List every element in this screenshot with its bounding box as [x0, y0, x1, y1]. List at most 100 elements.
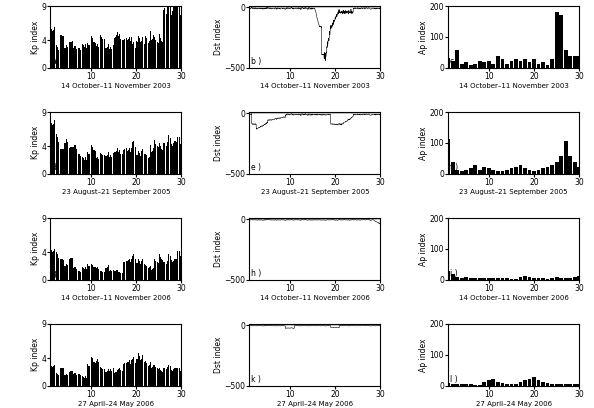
Bar: [527, 62, 532, 68]
Bar: [536, 64, 541, 68]
Bar: [555, 12, 558, 68]
Bar: [564, 384, 567, 386]
Y-axis label: Ap index: Ap index: [419, 20, 428, 54]
Text: a ): a ): [52, 58, 62, 67]
Bar: [446, 271, 450, 279]
Bar: [491, 170, 495, 174]
Bar: [532, 377, 536, 386]
Bar: [482, 382, 486, 386]
Bar: [456, 384, 459, 386]
X-axis label: 14 October–11 November 2003: 14 October–11 November 2003: [61, 83, 171, 89]
Bar: [469, 278, 473, 279]
Text: g ): g ): [52, 269, 62, 278]
Bar: [487, 380, 491, 386]
Bar: [469, 65, 473, 68]
Bar: [501, 171, 504, 174]
Bar: [536, 278, 541, 279]
Bar: [555, 162, 558, 174]
Bar: [496, 171, 500, 174]
Bar: [550, 384, 554, 386]
Bar: [487, 61, 491, 68]
Bar: [496, 382, 500, 386]
X-axis label: 27 April–24 May 2006: 27 April–24 May 2006: [78, 401, 154, 407]
X-axis label: 14 October–11 November 2003: 14 October–11 November 2003: [260, 83, 369, 89]
Bar: [527, 379, 532, 386]
Bar: [523, 168, 527, 174]
X-axis label: 27 April–24 May 2006: 27 April–24 May 2006: [277, 401, 353, 407]
Bar: [460, 64, 464, 68]
Text: f ): f ): [450, 164, 458, 173]
Bar: [501, 278, 504, 279]
Bar: [451, 162, 455, 174]
Y-axis label: Kp index: Kp index: [31, 232, 40, 266]
Bar: [519, 382, 522, 386]
Text: k ): k ): [251, 375, 261, 384]
Bar: [550, 60, 554, 68]
Bar: [451, 384, 455, 386]
Bar: [555, 277, 558, 279]
Bar: [568, 278, 572, 279]
Bar: [473, 385, 478, 386]
Bar: [510, 168, 513, 174]
Bar: [536, 170, 541, 174]
Bar: [501, 60, 504, 68]
Text: c ): c ): [450, 58, 459, 67]
Bar: [491, 64, 495, 68]
Bar: [465, 384, 468, 386]
Bar: [446, 383, 450, 386]
Bar: [478, 170, 482, 174]
Bar: [536, 380, 541, 386]
X-axis label: 14 October–11 November 2006: 14 October–11 November 2006: [61, 295, 171, 301]
Bar: [460, 171, 464, 174]
Bar: [564, 141, 567, 174]
Bar: [523, 380, 527, 386]
Y-axis label: Dst index: Dst index: [214, 337, 223, 373]
Bar: [446, 139, 450, 174]
Bar: [469, 384, 473, 386]
Bar: [482, 278, 486, 279]
Bar: [451, 61, 455, 68]
Bar: [456, 170, 459, 174]
X-axis label: 23 August–21 September 2005: 23 August–21 September 2005: [460, 189, 568, 195]
Text: l ): l ): [450, 375, 457, 384]
Text: e ): e ): [251, 164, 261, 173]
Y-axis label: Ap index: Ap index: [419, 338, 428, 372]
Bar: [510, 61, 513, 68]
Bar: [577, 167, 581, 174]
Bar: [541, 278, 545, 279]
Bar: [568, 156, 572, 174]
Y-axis label: Ap index: Ap index: [419, 232, 428, 266]
Bar: [564, 51, 567, 68]
X-axis label: 14 October–11 November 2003: 14 October–11 November 2003: [459, 83, 568, 89]
Bar: [491, 379, 495, 386]
Bar: [555, 384, 558, 386]
Bar: [505, 170, 509, 174]
Bar: [496, 56, 500, 68]
Bar: [519, 165, 522, 174]
Bar: [465, 277, 468, 279]
Bar: [460, 278, 464, 279]
Bar: [456, 277, 459, 279]
Bar: [514, 384, 518, 386]
Bar: [527, 277, 532, 279]
Bar: [451, 274, 455, 279]
Bar: [505, 64, 509, 68]
Bar: [546, 383, 549, 386]
Bar: [482, 62, 486, 68]
Y-axis label: Dst index: Dst index: [214, 231, 223, 267]
Bar: [491, 278, 495, 279]
X-axis label: 14 October–11 November 2006: 14 October–11 November 2006: [459, 295, 568, 301]
Bar: [568, 56, 572, 68]
Bar: [559, 156, 563, 174]
Bar: [546, 167, 549, 174]
Bar: [456, 51, 459, 68]
Bar: [573, 56, 577, 68]
Bar: [473, 64, 478, 68]
X-axis label: 23 August–21 September 2005: 23 August–21 September 2005: [261, 189, 369, 195]
Text: j ): j ): [52, 375, 59, 384]
Text: d ): d ): [52, 164, 62, 173]
Text: h ): h ): [251, 269, 261, 278]
Bar: [514, 167, 518, 174]
Y-axis label: Dst index: Dst index: [214, 19, 223, 55]
Bar: [519, 61, 522, 68]
